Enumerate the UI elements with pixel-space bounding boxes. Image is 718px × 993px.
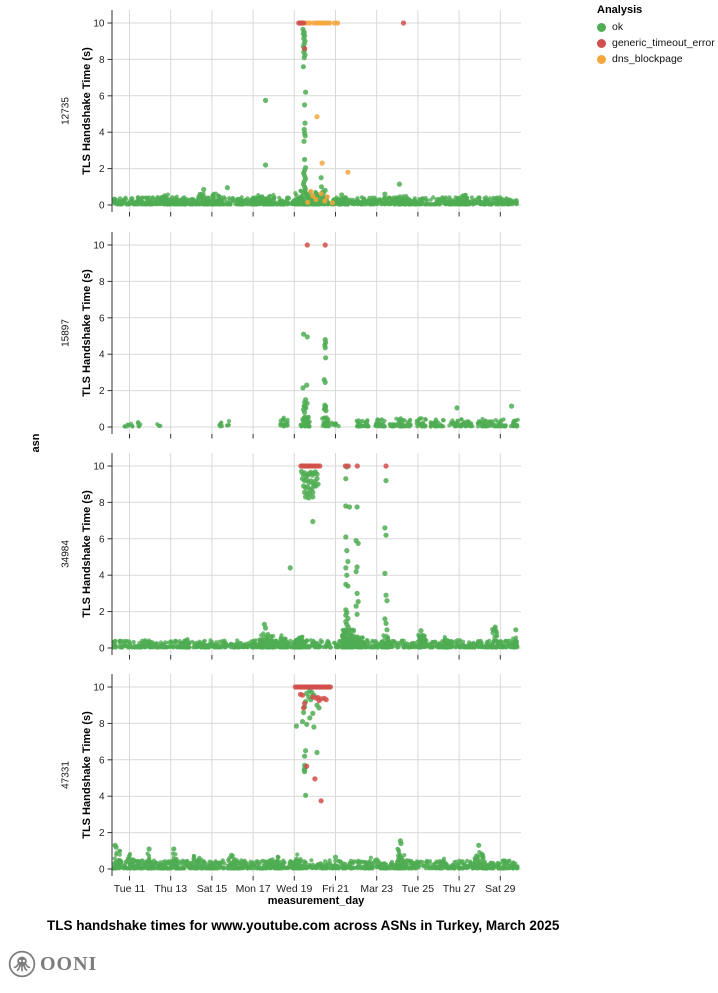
- legend-item-label: ok: [612, 21, 624, 33]
- chart-title: TLS handshake times for www.youtube.com …: [47, 918, 560, 933]
- facet-axis-label-asn: asn: [30, 433, 42, 453]
- legend-item-ok: ok: [597, 21, 715, 33]
- y-axis-title-panel-4: TLS Handshake Time (s): [81, 711, 93, 839]
- x-axis-title: measurement_day: [267, 895, 365, 907]
- legend: Analysis ok generic_timeout_error dns_bl…: [597, 4, 715, 69]
- ooni-wordmark: OONI: [40, 952, 98, 975]
- legend-item-label: dns_blockpage: [612, 53, 683, 65]
- svg-text:4: 4: [99, 128, 105, 139]
- dns-blockpage-dot-icon: [597, 54, 606, 64]
- y-axis-title-panel-2: TLS Handshake Time (s): [81, 269, 93, 397]
- facet-strip-label-47331: 47331: [60, 761, 72, 789]
- svg-text:4: 4: [99, 350, 105, 361]
- facet-strip-label-15897: 15897: [60, 319, 72, 347]
- svg-text:8: 8: [99, 498, 105, 509]
- svg-text:4: 4: [99, 571, 105, 582]
- svg-text:10: 10: [93, 462, 105, 473]
- svg-text:2: 2: [99, 607, 105, 618]
- legend-item-generic-timeout-error: generic_timeout_error: [597, 37, 715, 49]
- ok-dot-icon: [597, 22, 606, 32]
- svg-text:2: 2: [99, 164, 105, 175]
- svg-text:10: 10: [93, 19, 105, 30]
- y-axis-title-panel-3: TLS Handshake Time (s): [81, 490, 93, 618]
- ooni-octopus-logo-icon: [8, 950, 36, 978]
- facet-strip-label-12735: 12735: [60, 97, 72, 125]
- generic-timeout-error-dot-icon: [597, 38, 606, 48]
- svg-text:10: 10: [93, 241, 105, 252]
- svg-text:0: 0: [99, 201, 105, 212]
- svg-text:8: 8: [99, 277, 105, 288]
- y-axis-title-panel-1: TLS Handshake Time (s): [81, 47, 93, 175]
- svg-text:0: 0: [99, 644, 105, 655]
- facet-strip-label-34984: 34984: [60, 540, 72, 568]
- svg-text:8: 8: [99, 55, 105, 66]
- svg-text:2: 2: [99, 386, 105, 397]
- svg-text:6: 6: [99, 313, 105, 324]
- svg-text:6: 6: [99, 91, 105, 102]
- svg-text:0: 0: [99, 423, 105, 434]
- legend-item-dns-blockpage: dns_blockpage: [597, 53, 715, 65]
- legend-title: Analysis: [597, 4, 643, 16]
- ooni-brand: OONI: [8, 950, 97, 978]
- legend-item-label: generic_timeout_error: [612, 37, 715, 49]
- svg-text:6: 6: [99, 534, 105, 545]
